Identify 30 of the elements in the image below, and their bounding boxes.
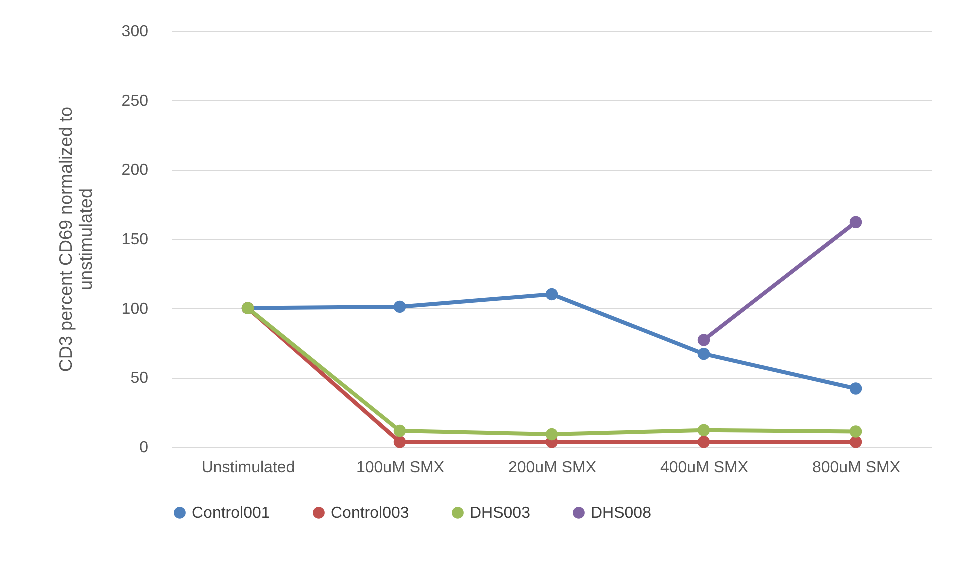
point bbox=[698, 436, 710, 448]
point bbox=[698, 348, 710, 360]
legend-label: Control003 bbox=[331, 505, 410, 522]
point bbox=[698, 424, 710, 436]
x-tick-label: 200uM SMX bbox=[508, 460, 597, 476]
y-tick-label: 150 bbox=[122, 232, 149, 248]
point bbox=[850, 426, 862, 438]
legend-label: DHS003 bbox=[470, 505, 531, 522]
legend-label: Control001 bbox=[192, 505, 270, 522]
legend-label: DHS008 bbox=[591, 505, 652, 522]
point bbox=[394, 424, 406, 438]
x-tick-label: 800uM SMX bbox=[812, 460, 901, 476]
y-axis-title: CD3 percent CD69 normalized to unstimulated bbox=[56, 106, 96, 372]
y-tick-label: 50 bbox=[130, 370, 149, 388]
y-tick-label: 300 bbox=[122, 24, 149, 40]
point bbox=[394, 300, 406, 314]
x-tick-label: 100uM SMX bbox=[356, 460, 445, 476]
y-tick-label: 0 bbox=[140, 440, 149, 456]
x-tick-label: Unstimulated bbox=[202, 460, 296, 476]
point bbox=[546, 288, 558, 301]
point bbox=[394, 436, 406, 448]
point bbox=[850, 216, 862, 228]
y-tick-label: 250 bbox=[122, 92, 149, 110]
point bbox=[546, 428, 558, 441]
point bbox=[850, 436, 862, 448]
x-tick-label: 400uM SMX bbox=[660, 460, 749, 476]
y-tick-label: 100 bbox=[122, 300, 149, 318]
y-tick-label: 200 bbox=[122, 162, 149, 180]
point bbox=[850, 382, 862, 395]
point bbox=[698, 334, 710, 346]
